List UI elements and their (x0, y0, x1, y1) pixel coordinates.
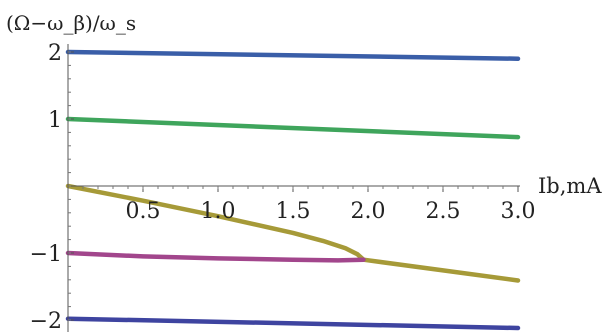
x-tick-label: 1.0 (201, 199, 236, 224)
series-line-1 (65, 49, 521, 61)
ticks-layer: 0.5 1.0 1.5 2.0 2.5 3.0 2 1 −1 −2 (30, 41, 536, 332)
x-tick-label: 2.0 (351, 199, 386, 224)
series-layer (65, 49, 521, 331)
series-line-4 (361, 257, 521, 283)
series-line-5 (65, 250, 366, 263)
x-tick-label: 3.0 (501, 199, 536, 224)
x-tick-label: 0.5 (126, 199, 161, 224)
y-tick-label: 1 (48, 108, 62, 133)
series-line-6 (65, 316, 521, 331)
y-tick-label: 2 (48, 41, 62, 66)
series-line-3 (65, 183, 366, 262)
series-line-2 (65, 116, 521, 140)
y-axis-title: (Ω−ω_β)/ω_s (6, 11, 136, 35)
y-tick-label: −2 (30, 309, 62, 332)
x-tick-label: 2.5 (426, 199, 461, 224)
axes-layer (67, 44, 520, 332)
x-tick-label: 1.5 (276, 199, 311, 224)
y-tick-label: −1 (30, 242, 62, 267)
x-axis-title: Ib,mA (538, 174, 602, 198)
